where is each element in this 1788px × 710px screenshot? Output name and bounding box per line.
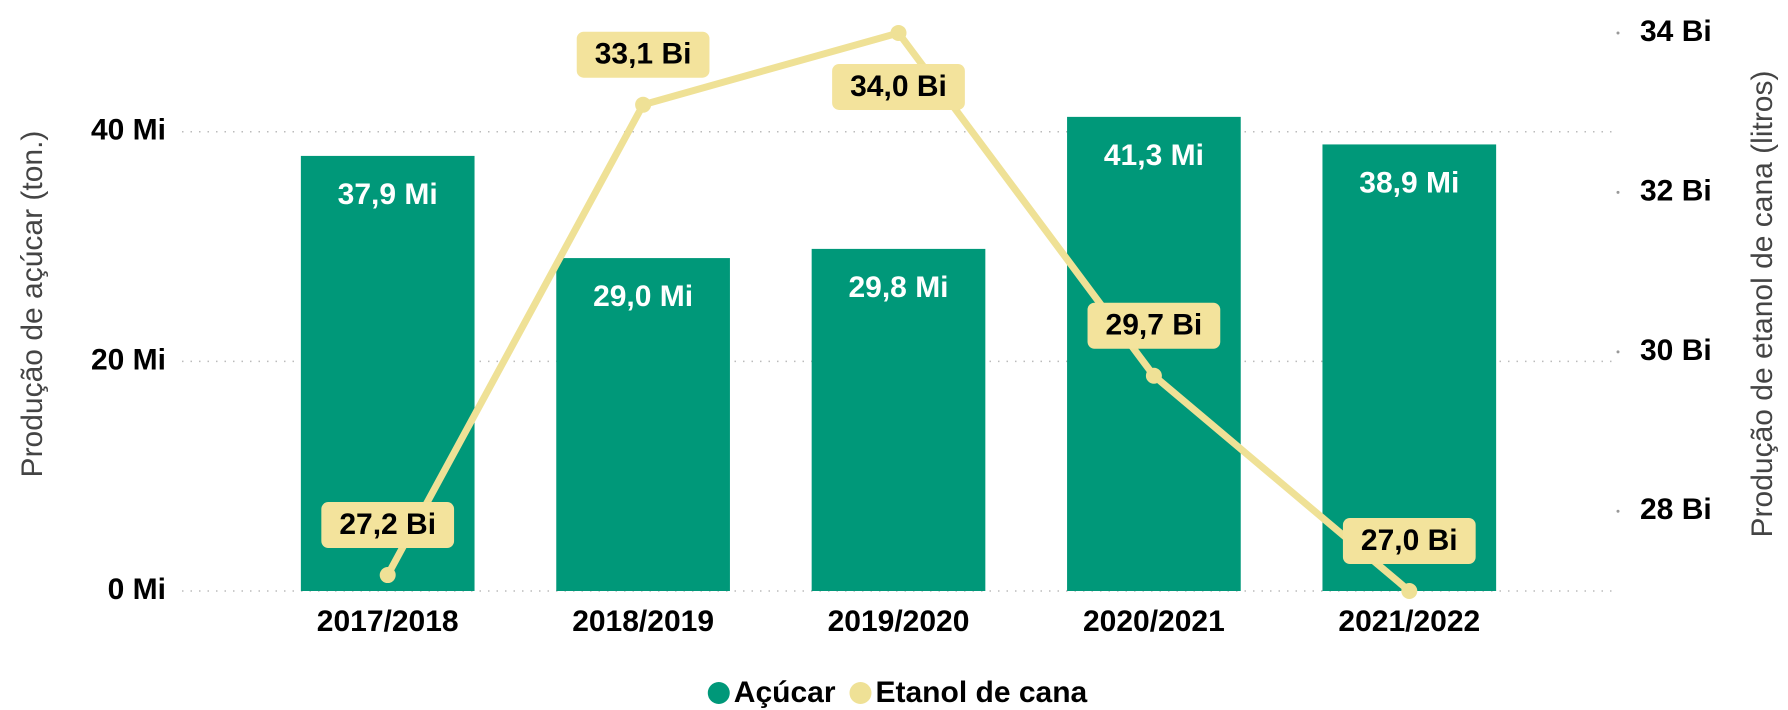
- line-point: [635, 96, 652, 113]
- y2-tick-label: 30 Bi: [1640, 334, 1712, 367]
- value-label-box: [1342, 518, 1476, 564]
- value-label: 33,1 Bi: [576, 31, 710, 78]
- y2-tick-mark: [1616, 509, 1620, 513]
- y-tick-label: 0 Mi: [108, 573, 166, 606]
- value-label: 29,7 Bi: [1087, 302, 1221, 349]
- legend-label: Açúcar: [734, 676, 836, 709]
- line-point: [1145, 367, 1162, 384]
- value-label: 27,2 Bi: [321, 502, 455, 549]
- y2-tick-label: 32 Bi: [1640, 174, 1712, 207]
- value-label-text: 34,0 Bi: [850, 70, 947, 103]
- legend-marker: [707, 682, 730, 704]
- legend: Açúcar Etanol de cana: [707, 676, 1088, 709]
- bar-value-label: 37,9 Mi: [338, 178, 438, 211]
- bar-value-label: 38,9 Mi: [1359, 166, 1459, 199]
- y-axis-title: Produção de açúcar (ton.): [16, 131, 49, 478]
- bar-value-label: 29,8 Mi: [848, 271, 948, 304]
- y2-tick-mark: [1616, 31, 1620, 35]
- y2-tick-mark: [1616, 350, 1620, 354]
- y2-axis-title: Produção de etanol de cana (litros): [1746, 71, 1779, 538]
- value-label-text: 27,0 Bi: [1361, 524, 1458, 557]
- value-label-box: [321, 502, 455, 549]
- x-tick-label: 2018/2019: [572, 605, 714, 638]
- y2-tick-mark: [1616, 190, 1620, 194]
- bar: [811, 248, 986, 591]
- value-label-text: 33,1 Bi: [595, 38, 692, 71]
- value-label: 34,0 Bi: [832, 63, 965, 110]
- bar-value-label: 29,0 Mi: [593, 280, 693, 313]
- value-label: 27,0 Bi: [1342, 518, 1476, 564]
- y2-tick-label: 28 Bi: [1640, 493, 1712, 526]
- bar: [1067, 116, 1241, 591]
- legend-label: Etanol de cana: [875, 676, 1087, 709]
- line-point: [379, 567, 396, 584]
- x-tick-label: 2017/2018: [317, 605, 459, 638]
- value-label-text: 27,2 Bi: [339, 508, 436, 541]
- y-tick-label: 20 Mi: [91, 343, 166, 376]
- value-label-box: [576, 31, 710, 78]
- bar-value-label: 41,3 Mi: [1104, 139, 1204, 172]
- x-tick-label: 2019/2020: [828, 605, 970, 638]
- legend-marker: [849, 682, 872, 704]
- y-tick-label: 40 Mi: [91, 114, 166, 147]
- value-label-box: [1087, 302, 1221, 349]
- x-tick-label: 2021/2022: [1338, 605, 1480, 638]
- bar: [556, 258, 730, 591]
- bar: [1322, 144, 1497, 592]
- y2-tick-label: 34 Bi: [1640, 15, 1712, 48]
- x-tick-label: 2020/2021: [1083, 605, 1225, 638]
- value-label-box: [832, 63, 965, 110]
- value-label-text: 29,7 Bi: [1106, 309, 1203, 342]
- line-point: [1401, 583, 1418, 599]
- line-point: [890, 24, 907, 41]
